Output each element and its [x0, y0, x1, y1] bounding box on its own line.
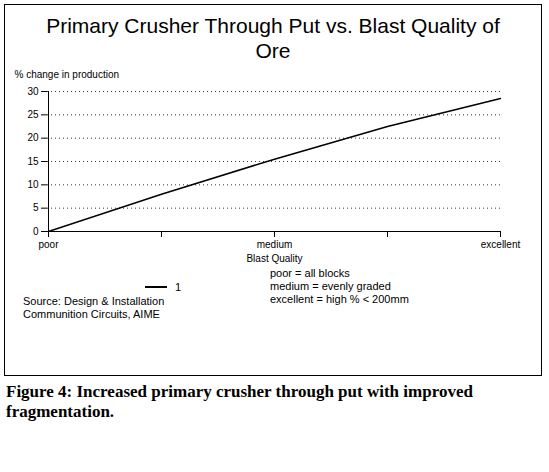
svg-text:excellent: excellent: [481, 239, 521, 250]
html-text:poor = all blocks: poor = all blocks: [270, 267, 350, 279]
svg-text:0: 0: [33, 226, 39, 237]
svg-text:15: 15: [27, 156, 39, 167]
svg-text:5: 5: [33, 202, 39, 213]
html-text:excellent = high % < 200mm: excellent = high % < 200mm: [270, 293, 409, 305]
svg-text:% change in production: % change in production: [15, 69, 120, 80]
html-text:Figure 4: Increased primary cr: Figure 4: Increased primary crusher thro…: [6, 382, 473, 421]
html-text:Source: Design & Installation: Source: Design & Installation Communitio…: [23, 295, 165, 320]
html-text:Primary Crusher Through Put vs: Primary Crusher Through Put vs. Blast Qu…: [46, 14, 500, 62]
html-text:medium = evenly graded: medium = evenly graded: [270, 280, 391, 292]
svg-text:25: 25: [27, 109, 39, 120]
svg-text:30: 30: [27, 86, 39, 97]
svg-text:20: 20: [27, 132, 39, 143]
svg-text:medium: medium: [257, 239, 293, 250]
svg-text:Blast Quality: Blast Quality: [246, 253, 302, 264]
svg-text:poor: poor: [38, 239, 59, 250]
html-text:1: 1: [175, 281, 182, 293]
svg-text:10: 10: [27, 179, 39, 190]
